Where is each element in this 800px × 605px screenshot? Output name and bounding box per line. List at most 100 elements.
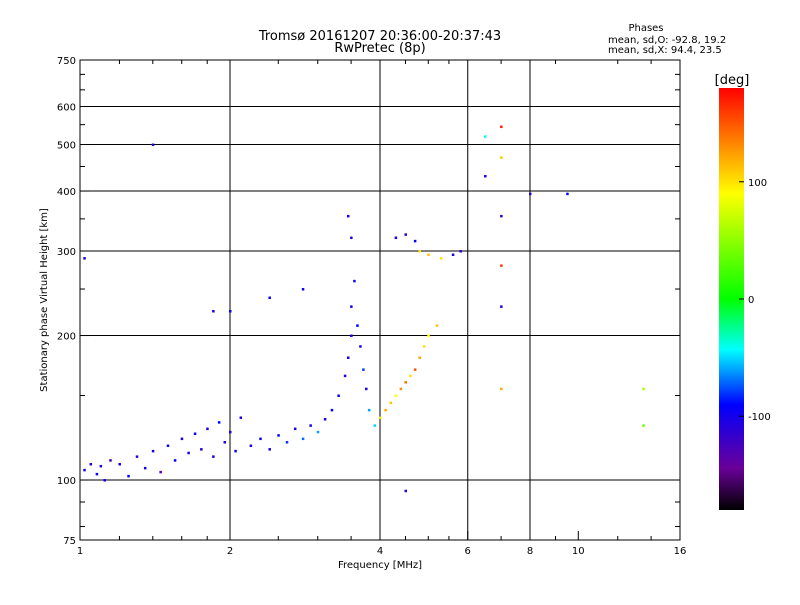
data-point	[187, 451, 190, 455]
data-point	[350, 305, 353, 308]
data-point	[200, 448, 203, 451]
colorbar-label: [deg]	[715, 73, 750, 88]
data-point	[89, 462, 93, 466]
data-point	[435, 324, 439, 327]
data-point	[301, 288, 305, 291]
data-point	[427, 253, 430, 257]
x-tick-label: 8	[527, 546, 533, 557]
data-point	[484, 135, 487, 138]
data-point	[127, 474, 130, 478]
x-axis-label: Frequency [MHz]	[338, 560, 422, 571]
data-point	[500, 305, 503, 308]
y-tick-label: 750	[57, 56, 76, 67]
data-point	[173, 459, 177, 462]
data-point	[151, 449, 155, 453]
data-point	[83, 468, 86, 472]
data-point	[484, 174, 487, 178]
data-point	[159, 470, 162, 474]
stats-o-line: mean, sd,O: -92.8, 19.2	[608, 35, 726, 46]
data-point	[500, 387, 503, 391]
data-point	[118, 462, 121, 466]
y-tick-label: 300	[57, 247, 76, 258]
y-tick-label: 400	[57, 187, 76, 198]
data-point	[353, 279, 356, 283]
data-point	[223, 441, 227, 444]
data-point	[384, 408, 387, 412]
data-point	[459, 250, 462, 253]
data-point	[217, 421, 221, 424]
data-point	[394, 236, 398, 240]
data-points	[83, 125, 645, 493]
data-point	[83, 257, 86, 260]
data-point	[404, 233, 407, 236]
data-point	[259, 437, 262, 441]
data-point	[350, 236, 353, 240]
data-point	[413, 368, 417, 371]
data-point	[249, 444, 253, 448]
data-point	[500, 125, 503, 129]
data-point	[330, 408, 334, 412]
y-tick-label: 200	[57, 332, 76, 343]
data-point	[427, 334, 430, 338]
stats-heading: Phases	[628, 23, 663, 34]
data-point	[642, 424, 645, 427]
data-point	[500, 156, 503, 159]
data-point	[451, 253, 455, 257]
x-axis-ticks: 1 2 4 6 8 10 16	[77, 531, 686, 557]
data-point	[362, 368, 365, 371]
colorbar-tick-label: -100	[748, 412, 771, 423]
y-axis-label: Stationary phase Virtual Height [km]	[39, 208, 50, 392]
colorbar-ticks: 100 0 -100	[739, 178, 771, 423]
data-point	[180, 437, 184, 441]
data-point	[166, 444, 170, 448]
y-tick-label: 75	[63, 536, 76, 547]
chart-subtitle: RwPretec (8p)	[334, 41, 425, 56]
data-point	[359, 345, 362, 348]
data-point	[135, 455, 139, 458]
minor-ticks	[80, 60, 680, 540]
data-point	[193, 432, 197, 436]
data-point	[373, 424, 377, 427]
data-point	[439, 257, 443, 260]
data-point	[323, 418, 327, 421]
data-point	[365, 387, 368, 391]
data-point	[337, 394, 340, 398]
data-point	[343, 374, 347, 378]
data-point	[212, 309, 215, 313]
data-point	[103, 479, 107, 482]
grid-lines	[80, 60, 680, 540]
data-point	[99, 464, 103, 468]
data-point	[309, 424, 312, 427]
data-point	[409, 374, 412, 378]
colorbar-tick-label: 100	[748, 178, 767, 189]
data-point	[206, 427, 209, 431]
y-axis-ticks: 75 100 200 300 400 500 600 750	[57, 56, 89, 547]
data-point	[268, 296, 271, 300]
data-point	[500, 214, 503, 218]
data-point	[642, 387, 645, 391]
chart-title: Tromsø 20161207 20:36:00-20:37:43	[258, 29, 501, 44]
x-tick-label: 1	[77, 546, 83, 557]
data-point	[529, 192, 532, 196]
data-point	[394, 394, 398, 398]
x-tick-label: 4	[377, 546, 383, 557]
data-point	[500, 264, 503, 267]
data-point	[277, 434, 280, 437]
data-point	[418, 250, 421, 253]
y-tick-label: 100	[57, 476, 76, 487]
data-point	[229, 309, 232, 313]
data-point	[422, 345, 426, 348]
data-point	[212, 455, 215, 458]
data-point	[268, 448, 271, 451]
data-point	[413, 239, 417, 243]
data-point	[367, 408, 371, 412]
y-tick-label: 500	[57, 141, 76, 152]
data-point	[404, 489, 407, 493]
data-point	[151, 143, 155, 147]
x-tick-label: 10	[572, 546, 585, 557]
data-point	[239, 416, 243, 419]
data-point	[95, 472, 99, 476]
colorbar-tick-label: 0	[748, 295, 754, 306]
